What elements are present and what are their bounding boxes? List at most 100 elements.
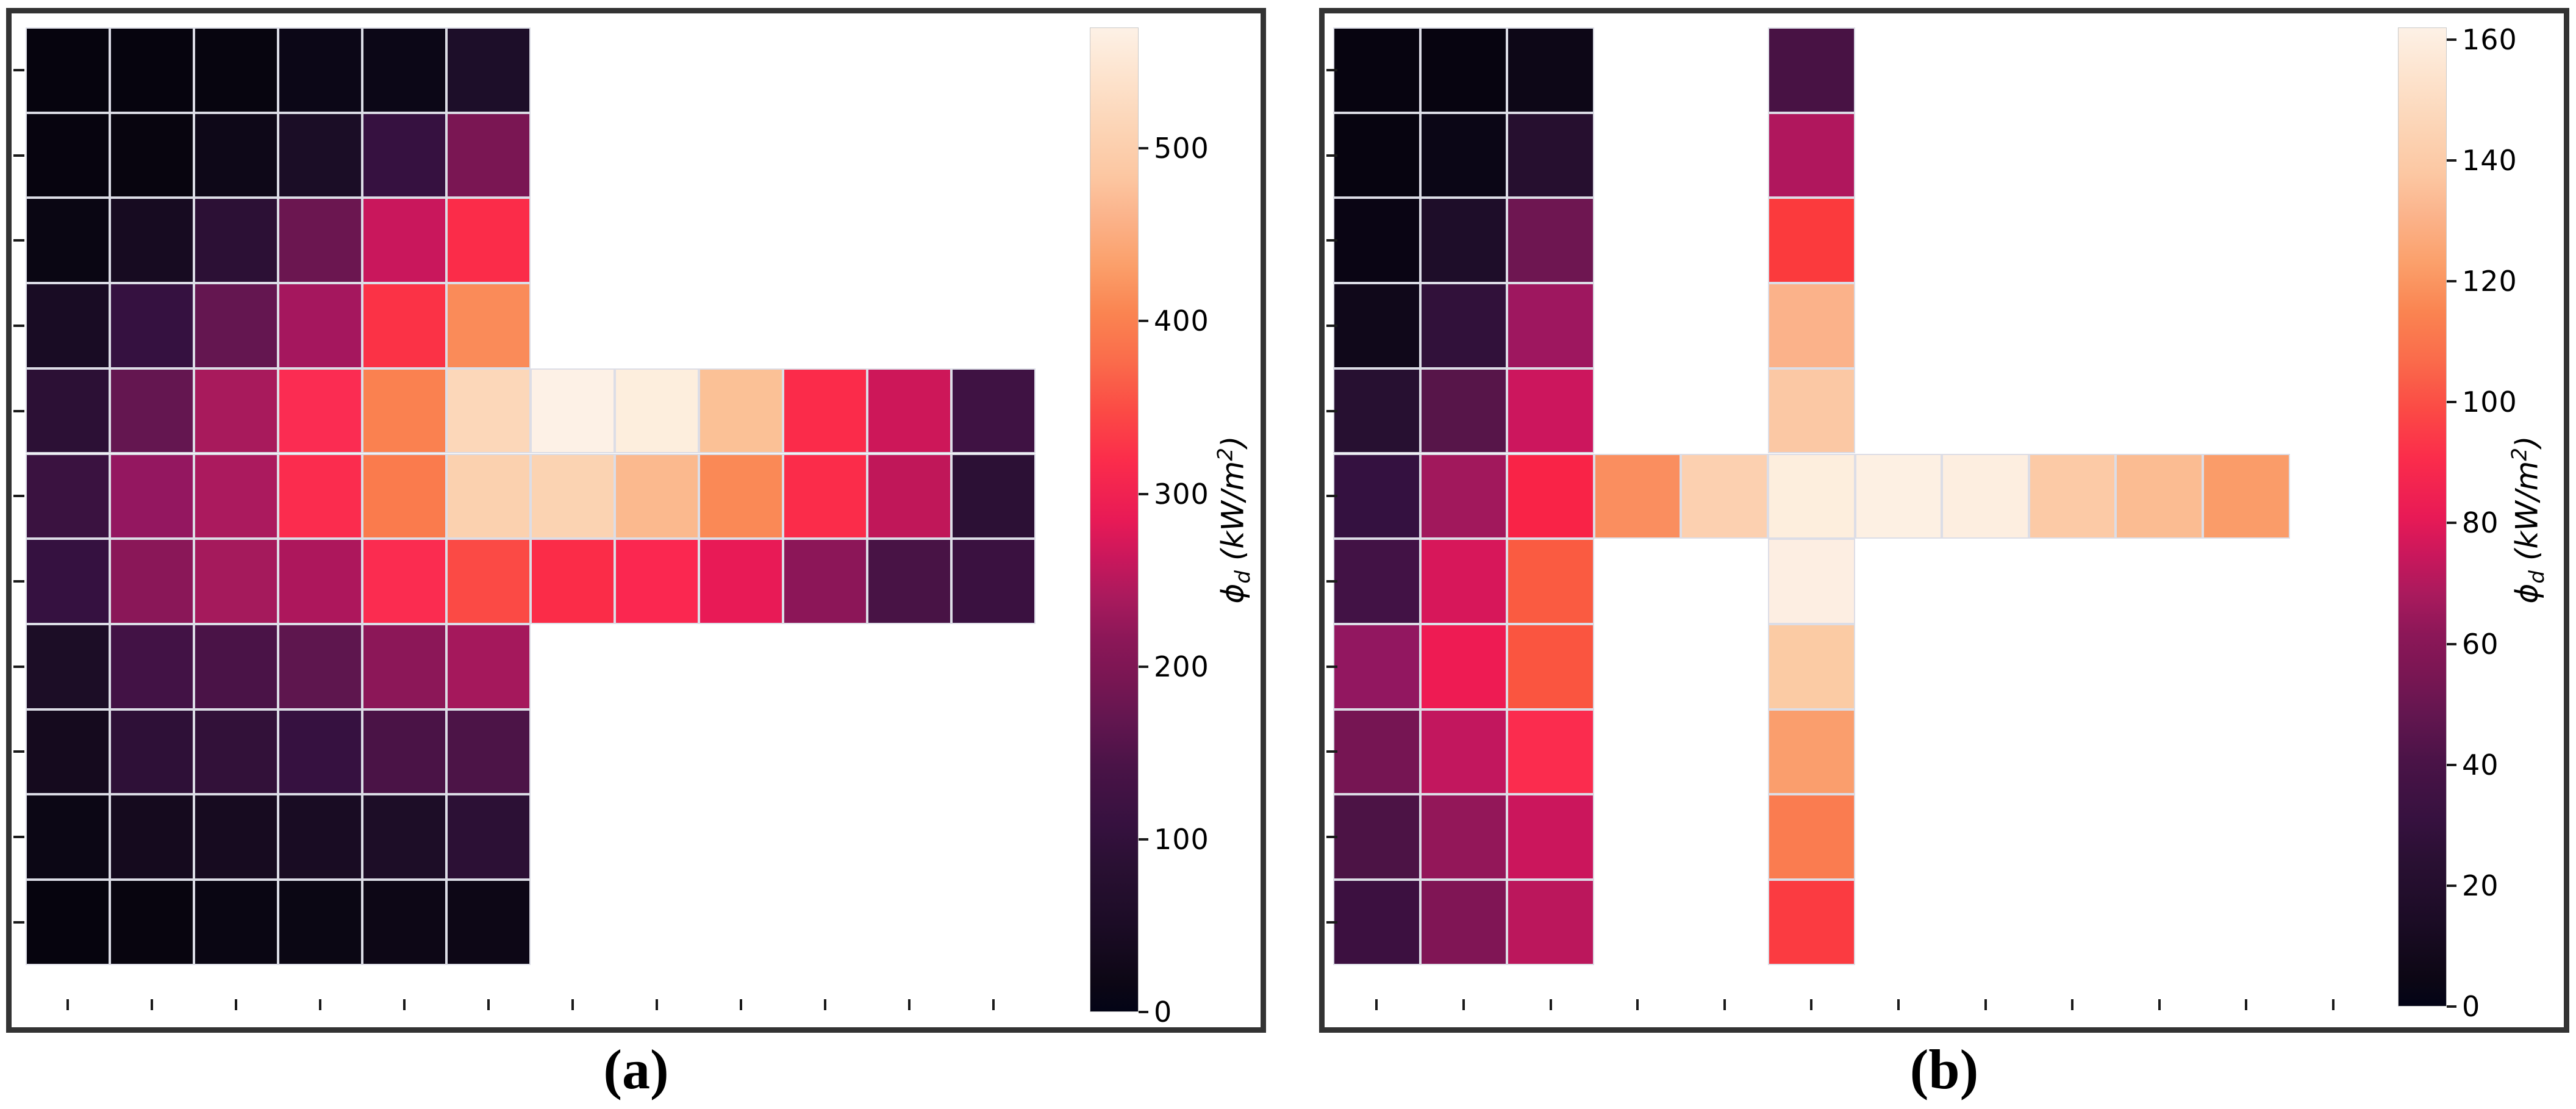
heatmap-cell: [1507, 283, 1594, 368]
units-open: (kW/m: [1215, 461, 1251, 570]
phi-symbol: ϕ: [2509, 583, 2545, 604]
y-tick-mark: [1326, 836, 1337, 839]
heatmap-cell: [1333, 368, 1420, 454]
x-tick-mark: [908, 999, 911, 1010]
phi-symbol: ϕ: [1215, 583, 1251, 604]
heatmap-cell: [110, 368, 194, 454]
colorbar-b: [2398, 27, 2447, 1007]
heatmap-cell: [194, 539, 278, 624]
heatmap-cell: [278, 198, 362, 284]
colorbar-tick-mark: [2447, 642, 2456, 645]
y-tick-mark: [1326, 580, 1337, 583]
x-tick-mark: [2158, 999, 2161, 1010]
heatmap-cell: [1333, 198, 1420, 284]
x-tick-mark: [740, 999, 742, 1010]
heatmap-cell: [1507, 539, 1594, 624]
units-close: ): [2509, 436, 2545, 448]
heatmap-cell: [1768, 368, 1855, 454]
heatmap-cell: [615, 539, 699, 624]
colorbar-tick-mark: [2447, 401, 2456, 404]
units-close: ): [1215, 436, 1251, 448]
colorbar-axis-label: ϕd (kW/m2): [1214, 436, 1256, 603]
heatmap-cell: [951, 453, 1036, 539]
heatmap-cell: [446, 368, 531, 454]
colorbar-tick-mark: [2447, 1005, 2456, 1008]
y-tick-mark: [13, 665, 24, 668]
heatmap-cell: [1768, 453, 1855, 539]
x-tick-mark: [319, 999, 321, 1010]
colorbar-a: [1090, 27, 1139, 1012]
heatmap-cell: [1333, 112, 1420, 198]
x-tick-mark: [2245, 999, 2248, 1010]
heatmap-cell: [194, 794, 278, 880]
heatmap-cell: [1942, 453, 2029, 539]
colorbar-tick-label: 160: [2462, 23, 2517, 56]
heatmap-cell: [1768, 794, 1855, 880]
colorbar-tick-label: 60: [2462, 627, 2499, 661]
heatmap-cell: [2028, 453, 2116, 539]
heatmap-cell: [26, 27, 110, 113]
heatmap-cell: [1768, 283, 1855, 368]
heatmap-cell: [446, 539, 531, 624]
heatmap-cell: [26, 709, 110, 795]
heatmap-cell: [1333, 623, 1420, 709]
y-tick-mark: [13, 921, 24, 924]
heatmap-cell: [362, 368, 446, 454]
y-tick-mark: [1326, 750, 1337, 753]
colorbar-tick-label: 40: [2462, 748, 2499, 781]
y-tick-mark: [13, 239, 24, 242]
heatmap-cell: [362, 709, 446, 795]
heatmap-cell: [362, 794, 446, 880]
y-tick-mark: [1326, 324, 1337, 327]
heatmap-cell: [1333, 283, 1420, 368]
heatmap-cell: [110, 198, 194, 284]
heatmap-cell: [194, 709, 278, 795]
x-tick-mark: [2331, 999, 2334, 1010]
heatmap-cell: [699, 368, 783, 454]
colorbar-tick-label: 140: [2462, 143, 2517, 177]
x-tick-mark: [1984, 999, 1987, 1010]
heatmap-cell: [278, 112, 362, 198]
heatmap-cell: [362, 112, 446, 198]
panel-caption-b: (b): [1909, 1038, 1979, 1100]
heatmap-cell: [26, 198, 110, 284]
heatmap-cell: [951, 539, 1036, 624]
heatmap-cell: [26, 880, 110, 965]
heatmap-cell: [1768, 198, 1855, 284]
heatmap-cell: [278, 453, 362, 539]
heatmap-cell: [783, 453, 867, 539]
heatmap-cell: [446, 27, 531, 113]
y-tick-mark: [1326, 409, 1337, 412]
x-tick-mark: [66, 999, 69, 1010]
x-tick-mark: [151, 999, 153, 1010]
y-tick-mark: [13, 324, 24, 327]
heatmap-cell: [362, 539, 446, 624]
heatmap-cell: [446, 709, 531, 795]
heatmap-cell: [1333, 709, 1420, 795]
heatmap-cell: [110, 623, 194, 709]
y-tick-mark: [13, 580, 24, 583]
colorbar-tick-label: 20: [2462, 869, 2499, 902]
x-tick-mark: [1375, 999, 1378, 1010]
heatmap-cell: [1507, 794, 1594, 880]
heatmap-cell: [26, 368, 110, 454]
heatmap-cell: [1420, 283, 1508, 368]
colorbar-tick-mark: [2447, 522, 2456, 525]
heatmap-cell: [1507, 623, 1594, 709]
heatmap-cell: [867, 368, 951, 454]
heatmap-cell: [1420, 453, 1508, 539]
y-tick-mark: [13, 495, 24, 498]
heatmap-cell: [26, 539, 110, 624]
heatmap-cell: [362, 198, 446, 284]
heatmap-cell: [278, 880, 362, 965]
x-tick-mark: [656, 999, 658, 1010]
heatmap-cell: [867, 539, 951, 624]
heatmap-cell: [1768, 539, 1855, 624]
x-tick-mark: [824, 999, 826, 1010]
heatmap-cell: [1507, 453, 1594, 539]
colorbar-tick-label: 300: [1154, 477, 1209, 511]
x-tick-mark: [1636, 999, 1639, 1010]
y-tick-mark: [1326, 921, 1337, 924]
colorbar-tick-mark: [1139, 320, 1148, 323]
